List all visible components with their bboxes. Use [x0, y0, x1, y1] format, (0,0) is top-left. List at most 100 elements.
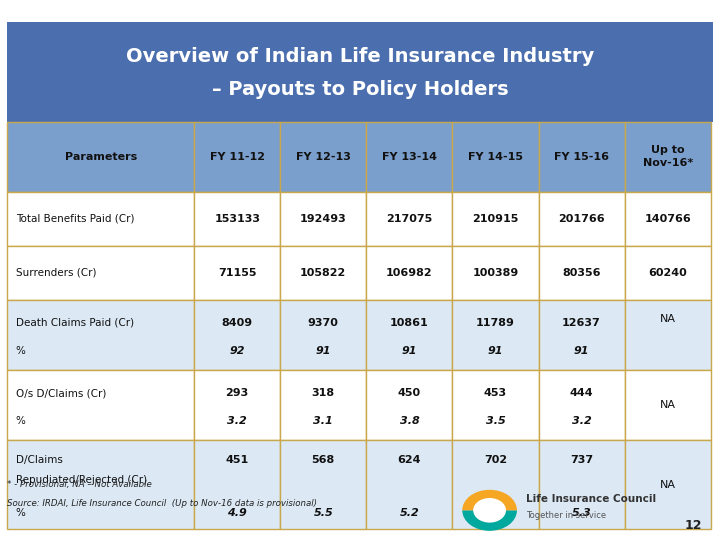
- Text: Total Benefits Paid (Cr): Total Benefits Paid (Cr): [16, 214, 135, 224]
- FancyBboxPatch shape: [280, 440, 366, 529]
- Text: NA: NA: [660, 400, 675, 410]
- FancyBboxPatch shape: [7, 192, 194, 246]
- FancyBboxPatch shape: [280, 122, 366, 192]
- Text: 10861: 10861: [390, 318, 429, 328]
- FancyBboxPatch shape: [539, 246, 625, 300]
- FancyBboxPatch shape: [452, 122, 539, 192]
- FancyBboxPatch shape: [625, 122, 711, 192]
- Text: NA: NA: [660, 480, 675, 490]
- FancyBboxPatch shape: [366, 440, 452, 529]
- Text: 217075: 217075: [386, 214, 433, 224]
- Text: 91: 91: [487, 346, 503, 356]
- Text: 71155: 71155: [218, 268, 256, 278]
- FancyBboxPatch shape: [7, 440, 194, 529]
- Text: 5.3: 5.3: [572, 508, 591, 518]
- Text: Surrenders (Cr): Surrenders (Cr): [16, 268, 96, 278]
- Text: 91: 91: [574, 346, 589, 356]
- Text: 318: 318: [312, 388, 335, 398]
- FancyBboxPatch shape: [194, 370, 280, 440]
- FancyBboxPatch shape: [539, 122, 625, 192]
- Circle shape: [473, 498, 506, 523]
- Text: 11789: 11789: [476, 318, 515, 328]
- Text: 3.2: 3.2: [572, 416, 591, 426]
- Text: %: %: [16, 346, 26, 356]
- Text: 3.1: 3.1: [313, 416, 333, 426]
- FancyBboxPatch shape: [194, 246, 280, 300]
- Text: Repudiated/Rejected (Cr): Repudiated/Rejected (Cr): [16, 475, 147, 485]
- FancyBboxPatch shape: [366, 122, 452, 192]
- FancyBboxPatch shape: [452, 440, 539, 529]
- FancyBboxPatch shape: [452, 246, 539, 300]
- Text: 5.4: 5.4: [485, 508, 505, 518]
- Text: 624: 624: [397, 455, 421, 465]
- Text: 210915: 210915: [472, 214, 518, 224]
- Text: O/s D/Claims (Cr): O/s D/Claims (Cr): [16, 388, 107, 398]
- FancyBboxPatch shape: [625, 370, 711, 440]
- Text: 105822: 105822: [300, 268, 346, 278]
- Text: 106982: 106982: [386, 268, 433, 278]
- Text: FY 15-16: FY 15-16: [554, 152, 609, 161]
- Text: 451: 451: [225, 455, 249, 465]
- FancyBboxPatch shape: [452, 300, 539, 370]
- Wedge shape: [462, 490, 517, 510]
- Wedge shape: [462, 510, 517, 531]
- FancyBboxPatch shape: [7, 300, 194, 370]
- Text: 140766: 140766: [644, 214, 691, 224]
- FancyBboxPatch shape: [280, 192, 366, 246]
- Text: Overview of Indian Life Insurance Industry: Overview of Indian Life Insurance Indust…: [126, 47, 594, 66]
- Text: FY 11-12: FY 11-12: [210, 152, 265, 161]
- Text: %: %: [16, 416, 26, 426]
- Text: 153133: 153133: [215, 214, 260, 224]
- Text: 444: 444: [570, 388, 593, 398]
- FancyBboxPatch shape: [625, 300, 711, 370]
- FancyBboxPatch shape: [452, 192, 539, 246]
- Text: Up to
Nov-16*: Up to Nov-16*: [642, 145, 693, 168]
- Text: 737: 737: [570, 455, 593, 465]
- Text: 12: 12: [685, 519, 702, 532]
- Text: 293: 293: [225, 388, 249, 398]
- FancyBboxPatch shape: [7, 22, 713, 122]
- FancyBboxPatch shape: [366, 192, 452, 246]
- Text: 201766: 201766: [558, 214, 605, 224]
- FancyBboxPatch shape: [194, 192, 280, 246]
- Text: 3.5: 3.5: [485, 416, 505, 426]
- Text: 453: 453: [484, 388, 507, 398]
- Text: 9370: 9370: [308, 318, 338, 328]
- Text: %: %: [16, 508, 26, 518]
- FancyBboxPatch shape: [452, 370, 539, 440]
- FancyBboxPatch shape: [625, 192, 711, 246]
- Text: Source: IRDAI, Life Insurance Council  (Up to Nov-16 data is provisional): Source: IRDAI, Life Insurance Council (U…: [7, 498, 318, 508]
- FancyBboxPatch shape: [194, 440, 280, 529]
- Text: 91: 91: [315, 346, 331, 356]
- Text: NA: NA: [660, 314, 675, 325]
- Text: 192493: 192493: [300, 214, 347, 224]
- FancyBboxPatch shape: [625, 246, 711, 300]
- FancyBboxPatch shape: [625, 440, 711, 529]
- Text: FY 12-13: FY 12-13: [296, 152, 351, 161]
- Text: Life Insurance Council: Life Insurance Council: [526, 495, 656, 504]
- Text: 8409: 8409: [222, 318, 253, 328]
- Text: FY 14-15: FY 14-15: [468, 152, 523, 161]
- FancyBboxPatch shape: [7, 122, 194, 192]
- Text: 12637: 12637: [562, 318, 601, 328]
- Text: 702: 702: [484, 455, 507, 465]
- Text: 5.2: 5.2: [400, 508, 419, 518]
- FancyBboxPatch shape: [539, 440, 625, 529]
- Text: Together in service: Together in service: [526, 511, 606, 520]
- FancyBboxPatch shape: [280, 370, 366, 440]
- Text: Death Claims Paid (Cr): Death Claims Paid (Cr): [16, 318, 134, 328]
- FancyBboxPatch shape: [194, 300, 280, 370]
- Text: 80356: 80356: [562, 268, 600, 278]
- FancyBboxPatch shape: [280, 300, 366, 370]
- FancyBboxPatch shape: [366, 370, 452, 440]
- Text: 60240: 60240: [648, 268, 687, 278]
- Text: 5.5: 5.5: [313, 508, 333, 518]
- FancyBboxPatch shape: [366, 300, 452, 370]
- FancyBboxPatch shape: [7, 370, 194, 440]
- Text: D/Claims: D/Claims: [16, 455, 63, 465]
- FancyBboxPatch shape: [366, 246, 452, 300]
- Text: – Payouts to Policy Holders: – Payouts to Policy Holders: [212, 80, 508, 99]
- Text: * - Provisional, NA – Not Available: * - Provisional, NA – Not Available: [7, 480, 152, 489]
- FancyBboxPatch shape: [280, 246, 366, 300]
- Text: 100389: 100389: [472, 268, 518, 278]
